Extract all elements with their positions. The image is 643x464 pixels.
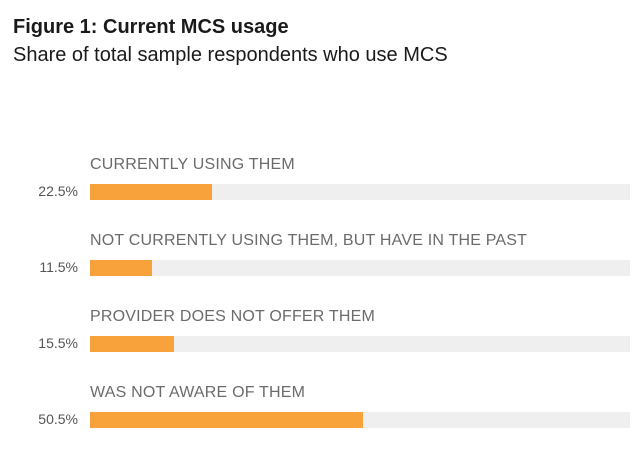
value-label: 50.5%: [38, 411, 78, 427]
bar-track: [90, 336, 630, 352]
bar-track: [90, 184, 630, 200]
chart-title: Figure 1: Current MCS usage: [13, 16, 289, 38]
category-label: PROVIDER DOES NOT OFFER THEM: [90, 308, 376, 325]
bar: [90, 184, 212, 200]
chart-subtitle: Share of total sample respondents who us…: [13, 44, 448, 66]
bar: [90, 336, 174, 352]
bar-track: [90, 260, 630, 276]
value-label: 11.5%: [39, 259, 78, 275]
bar-track: [90, 412, 630, 428]
category-label: WAS NOT AWARE OF THEM: [90, 384, 306, 401]
category-label: NOT CURRENTLY USING THEM, BUT HAVE IN TH…: [90, 232, 528, 249]
value-label: 15.5%: [38, 335, 78, 351]
bar: [90, 412, 363, 428]
category-label: CURRENTLY USING THEM: [90, 156, 295, 173]
value-label: 22.5%: [38, 183, 78, 199]
bar: [90, 260, 153, 276]
